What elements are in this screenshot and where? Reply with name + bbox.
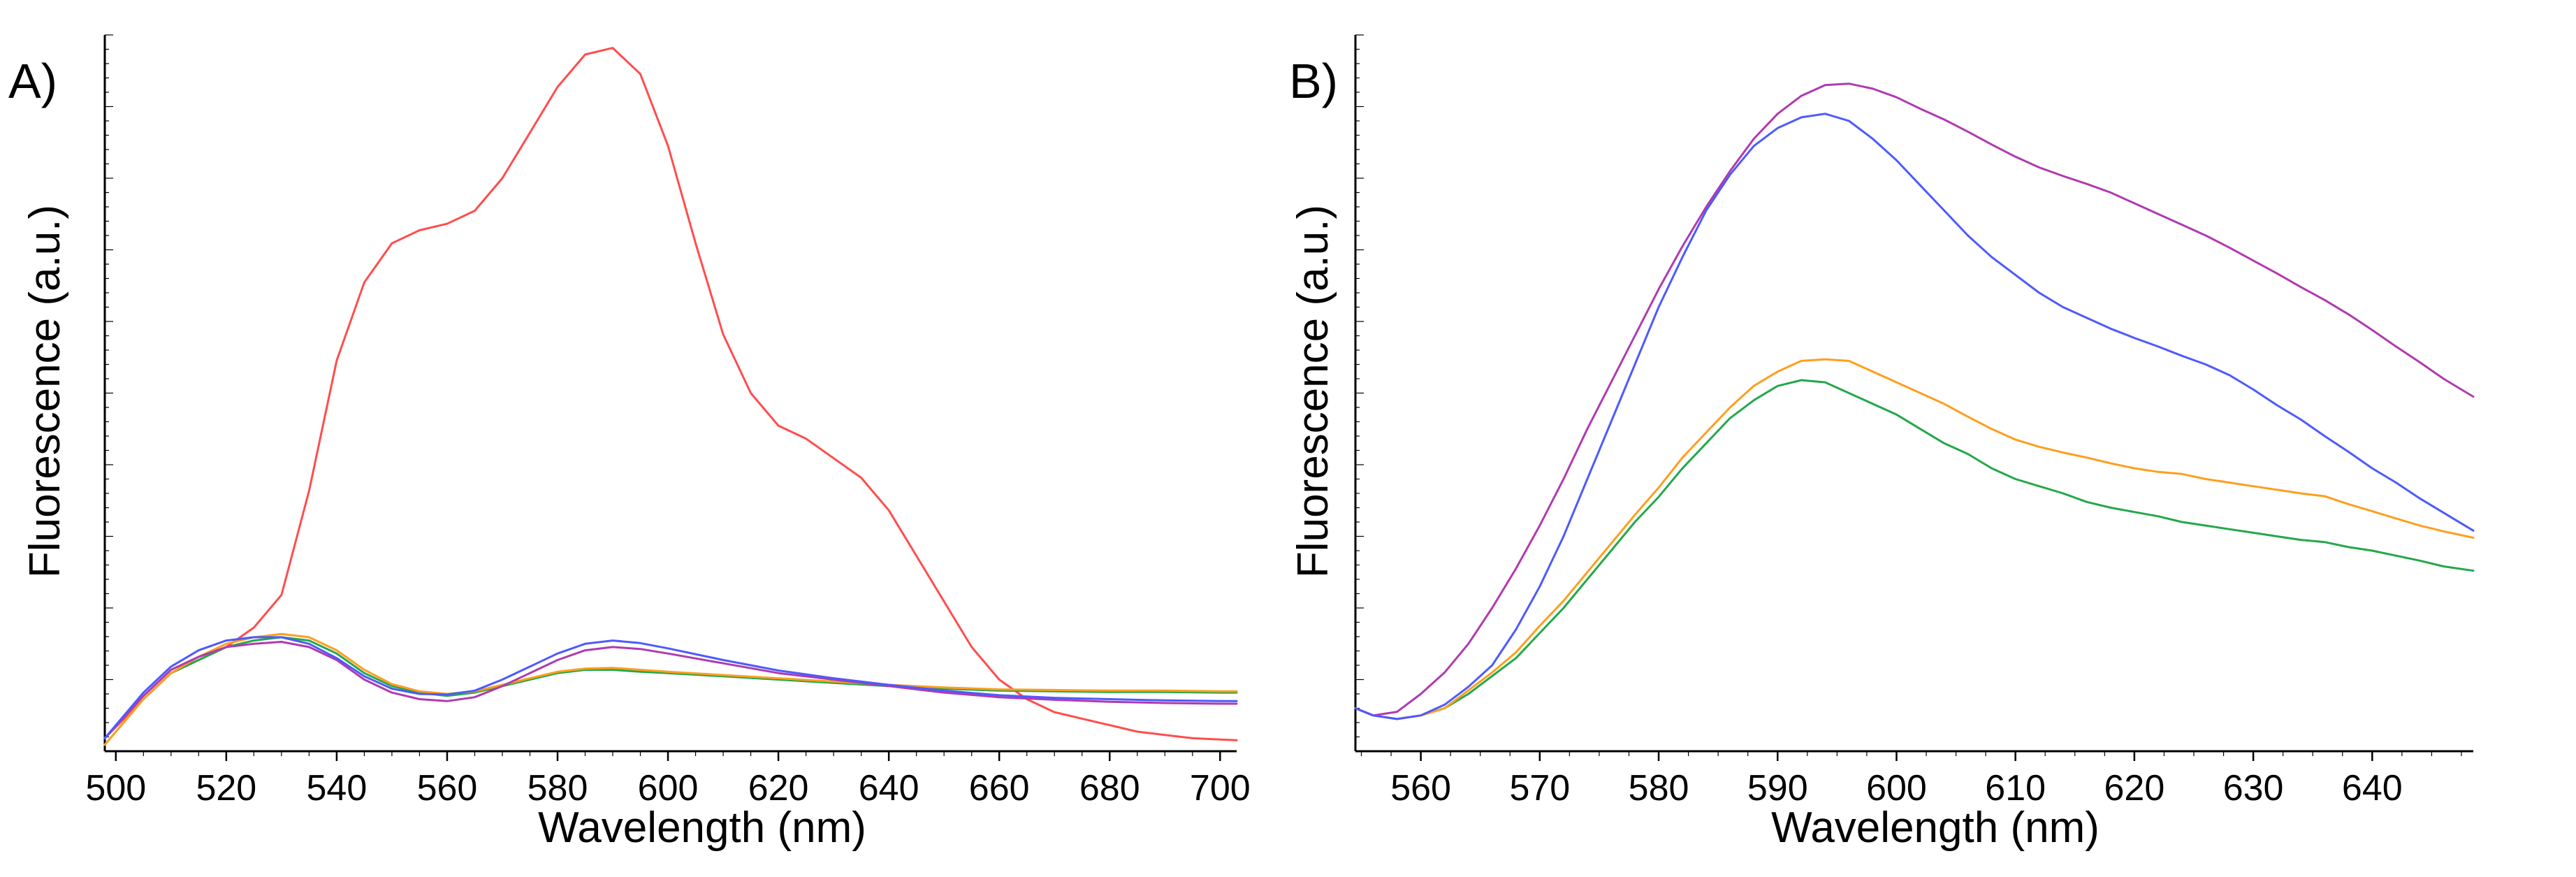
panel-b-x-tick-label: 560 [1390,768,1451,809]
panel-a-series-free-dox [103,47,1238,741]
panel-a-x-tick-label: 500 [85,768,146,809]
panel-a-x-tick-label: 700 [1190,768,1251,809]
panel-b-x-axis-title: Wavelength (nm) [1771,804,2100,852]
panel-a-label: A) [8,54,57,108]
panel-b-y-axis-title: Fluorescence (a.u.) [1289,205,1337,578]
panel-a-x-axis-title: Wavelength (nm) [538,804,866,852]
panel-a-plot-area: 500 520 540 560 580 600 620 640 660 680 700 [85,34,1251,809]
panel-a-x-tick-label: 560 [417,768,478,809]
panel-a-x-tick-label: 580 [527,768,588,809]
panel-a-x-tick-label: 620 [748,768,809,809]
panel-a-x-tick-label: 680 [1079,768,1140,809]
panel-a-x-tick-label: 660 [969,768,1030,809]
panel-b-x-tick-label: 630 [2223,768,2284,809]
panel-a-series-swcnt-ppgpc-dox [103,641,1238,739]
panel-b-x-tick-label: 610 [1985,768,2046,809]
panel-a-series-mwcnt-ppgps-dox [103,636,1238,746]
panel-b-series-mwcnt-ppgpc-dox [1354,358,2475,720]
panel-a-x-tick-label: 520 [196,768,256,809]
panel-a-series-mwcnt-ppgpc-dox [103,632,1238,746]
panel-b-x-tick-label: 570 [1509,768,1570,809]
panel-b-x-tick-label: 640 [2342,768,2403,809]
panel-b: B) Fluorescence (a.u.) Wavelength (nm) 5… [1289,34,2475,852]
panel-a-x-tick-label: 600 [638,768,699,809]
panel-b-x-tick-label: 580 [1629,768,1689,809]
panel-b-plot-area: 560 570 580 590 600 610 620 630 640 [1354,34,2475,809]
panel-a-y-axis-title: Fluorescence (a.u.) [21,205,69,578]
panel-a-series-swcnt-ppgps-dox [103,636,1238,739]
panel-b-x-tick-label: 600 [1866,768,1927,809]
panel-b-series-swcnt-ppgpc-dox [1354,82,2475,717]
panel-a-x-tick-label: 640 [859,768,919,809]
panel-a-x-tick-label: 540 [307,768,368,809]
panel-a: A) Fluorescence (a.u.) Wavelength (nm) 5… [8,34,1251,852]
panel-b-series-mwcnt-ppgps-dox [1354,379,2475,720]
panel-b-series-swcnt-ppgps-dox [1354,113,2475,720]
panel-b-x-tick-label: 590 [1747,768,1808,809]
panel-b-label: B) [1289,54,1338,108]
panel-b-x-tick-label: 620 [2104,768,2165,809]
